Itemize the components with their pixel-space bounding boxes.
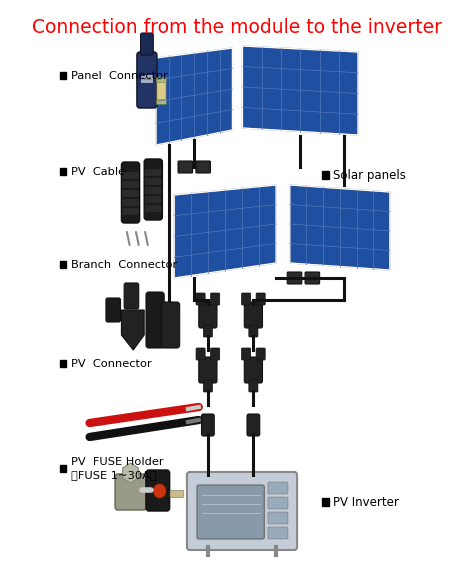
FancyBboxPatch shape <box>244 302 263 328</box>
Polygon shape <box>290 185 390 270</box>
FancyBboxPatch shape <box>305 272 319 284</box>
Polygon shape <box>243 46 358 135</box>
FancyBboxPatch shape <box>157 77 166 101</box>
Text: Panel  Connector: Panel Connector <box>72 70 168 81</box>
FancyBboxPatch shape <box>123 200 138 205</box>
FancyBboxPatch shape <box>203 325 212 337</box>
FancyBboxPatch shape <box>121 162 140 223</box>
FancyBboxPatch shape <box>156 100 166 105</box>
Text: Branch  Connector: Branch Connector <box>72 260 178 270</box>
FancyBboxPatch shape <box>196 161 210 173</box>
FancyBboxPatch shape <box>242 293 251 305</box>
FancyBboxPatch shape <box>106 298 120 322</box>
FancyBboxPatch shape <box>244 357 263 383</box>
FancyBboxPatch shape <box>162 302 180 348</box>
Circle shape <box>153 484 166 498</box>
Text: PV  Cable: PV Cable <box>72 166 126 177</box>
Bar <box>60 464 66 471</box>
FancyBboxPatch shape <box>196 293 205 305</box>
FancyBboxPatch shape <box>178 161 192 173</box>
FancyBboxPatch shape <box>170 491 184 498</box>
FancyBboxPatch shape <box>123 182 138 187</box>
FancyBboxPatch shape <box>140 33 153 55</box>
FancyBboxPatch shape <box>123 190 138 197</box>
Text: FUSE: FUSE <box>142 77 152 81</box>
FancyBboxPatch shape <box>123 172 138 179</box>
FancyBboxPatch shape <box>187 472 297 550</box>
FancyBboxPatch shape <box>242 348 251 360</box>
Bar <box>322 498 329 506</box>
FancyBboxPatch shape <box>146 292 164 348</box>
FancyBboxPatch shape <box>287 272 302 284</box>
FancyBboxPatch shape <box>247 414 260 436</box>
FancyBboxPatch shape <box>203 380 212 392</box>
FancyBboxPatch shape <box>199 357 217 383</box>
FancyBboxPatch shape <box>146 470 170 511</box>
FancyBboxPatch shape <box>146 197 161 203</box>
FancyBboxPatch shape <box>268 482 288 494</box>
FancyBboxPatch shape <box>210 348 220 360</box>
FancyBboxPatch shape <box>146 205 161 211</box>
Polygon shape <box>121 310 144 350</box>
FancyBboxPatch shape <box>137 52 157 108</box>
FancyBboxPatch shape <box>199 302 217 328</box>
FancyBboxPatch shape <box>256 293 265 305</box>
FancyBboxPatch shape <box>197 485 264 539</box>
FancyBboxPatch shape <box>144 159 163 220</box>
FancyBboxPatch shape <box>256 348 265 360</box>
FancyBboxPatch shape <box>146 187 161 193</box>
FancyBboxPatch shape <box>268 527 288 539</box>
FancyBboxPatch shape <box>201 414 214 436</box>
FancyBboxPatch shape <box>156 77 166 83</box>
FancyBboxPatch shape <box>268 497 288 509</box>
Text: PV  Connector: PV Connector <box>72 359 152 369</box>
Bar <box>60 72 66 79</box>
Bar <box>60 168 66 175</box>
FancyBboxPatch shape <box>115 474 146 510</box>
FancyBboxPatch shape <box>196 348 205 360</box>
FancyBboxPatch shape <box>268 512 288 524</box>
FancyBboxPatch shape <box>124 283 139 309</box>
Polygon shape <box>174 185 276 278</box>
Bar <box>322 171 329 179</box>
Text: PV Inverter: PV Inverter <box>333 495 399 509</box>
Bar <box>60 261 66 268</box>
Bar <box>60 360 66 367</box>
FancyBboxPatch shape <box>249 380 258 392</box>
Text: Connection from the module to the inverter: Connection from the module to the invert… <box>32 18 442 37</box>
FancyBboxPatch shape <box>146 169 161 176</box>
Text: Solar panels: Solar panels <box>333 169 405 182</box>
FancyBboxPatch shape <box>123 208 138 215</box>
FancyBboxPatch shape <box>146 179 161 184</box>
FancyBboxPatch shape <box>210 293 220 305</box>
FancyBboxPatch shape <box>249 325 258 337</box>
FancyBboxPatch shape <box>140 75 153 83</box>
Polygon shape <box>156 48 232 145</box>
Text: PV  FUSE Holder
（FUSE 1~30AＩ: PV FUSE Holder （FUSE 1~30AＩ <box>72 457 164 480</box>
